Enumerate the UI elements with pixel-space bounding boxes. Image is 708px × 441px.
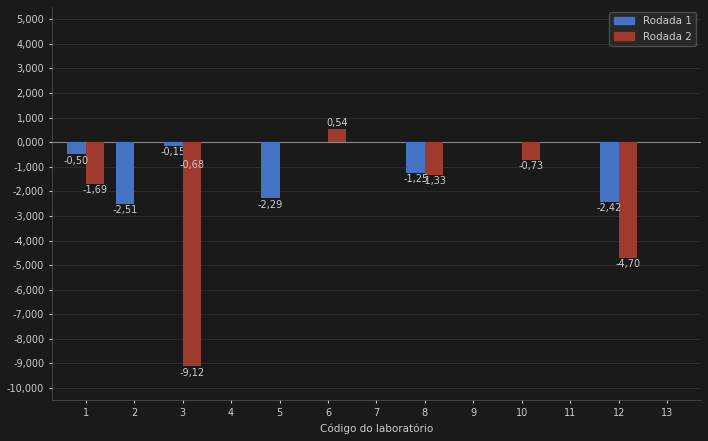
Text: -9,12: -9,12 [179,368,205,377]
Text: -2,29: -2,29 [258,200,283,210]
Bar [116,142,135,204]
X-axis label: Código do laboratório: Código do laboratório [320,423,433,434]
Legend: Rodada 1, Rodada 2: Rodada 1, Rodada 2 [610,12,696,46]
Bar [600,142,619,202]
Text: -0,50: -0,50 [64,156,89,166]
Bar [261,142,280,198]
Text: -1,25: -1,25 [403,174,428,184]
Bar [425,142,443,175]
Bar [164,142,183,146]
Bar [183,142,201,159]
Bar [86,142,104,184]
Bar [619,142,637,258]
Bar [522,142,540,160]
Text: -0,68: -0,68 [179,160,205,170]
Text: -2,51: -2,51 [113,205,137,215]
Bar [67,142,86,154]
Bar [328,129,346,142]
Text: -2,42: -2,42 [597,203,622,213]
Text: 0,54: 0,54 [326,118,348,128]
Text: -1,69: -1,69 [82,185,108,195]
Bar [183,142,201,366]
Text: -0,15: -0,15 [161,147,186,157]
Text: -0,73: -0,73 [518,161,544,172]
Text: -4,70: -4,70 [615,259,641,269]
Text: -1,33: -1,33 [421,176,447,186]
Bar [406,142,425,173]
